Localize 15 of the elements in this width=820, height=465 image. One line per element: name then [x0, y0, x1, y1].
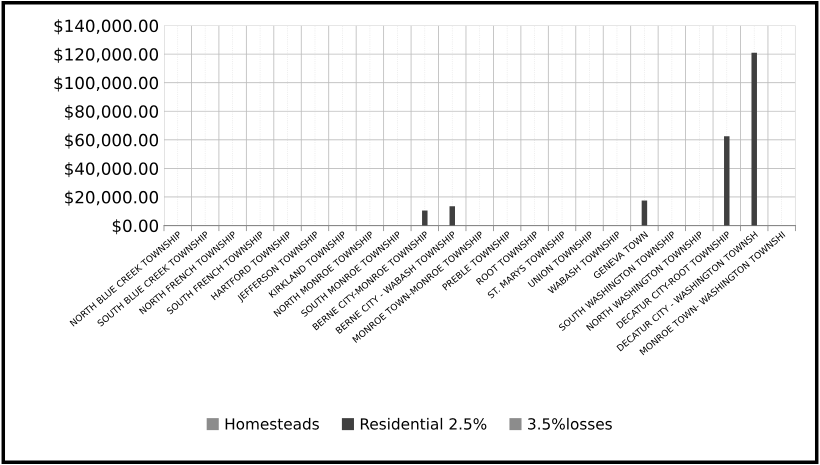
- y-tick-label: $20,000.00: [65, 190, 158, 206]
- y-tick-label: $80,000.00: [65, 104, 158, 120]
- legend-label: Homesteads: [226, 418, 319, 430]
- bar: [642, 200, 648, 226]
- y-tick-label: $60,000.00: [65, 134, 158, 149]
- legend-label: Residential 2.5%: [360, 418, 486, 430]
- y-tick-label: $100,000.00: [54, 76, 158, 92]
- bar: [422, 210, 428, 226]
- y-tick-label: $40,000.00: [65, 162, 158, 178]
- legend-label: 3.5%losses: [528, 418, 612, 430]
- y-tick-label: $120,000.00: [54, 48, 158, 63]
- bar: [450, 206, 455, 226]
- bar: [724, 136, 730, 226]
- bar: [751, 52, 757, 226]
- y-tick-label: $140,000.00: [54, 19, 158, 34]
